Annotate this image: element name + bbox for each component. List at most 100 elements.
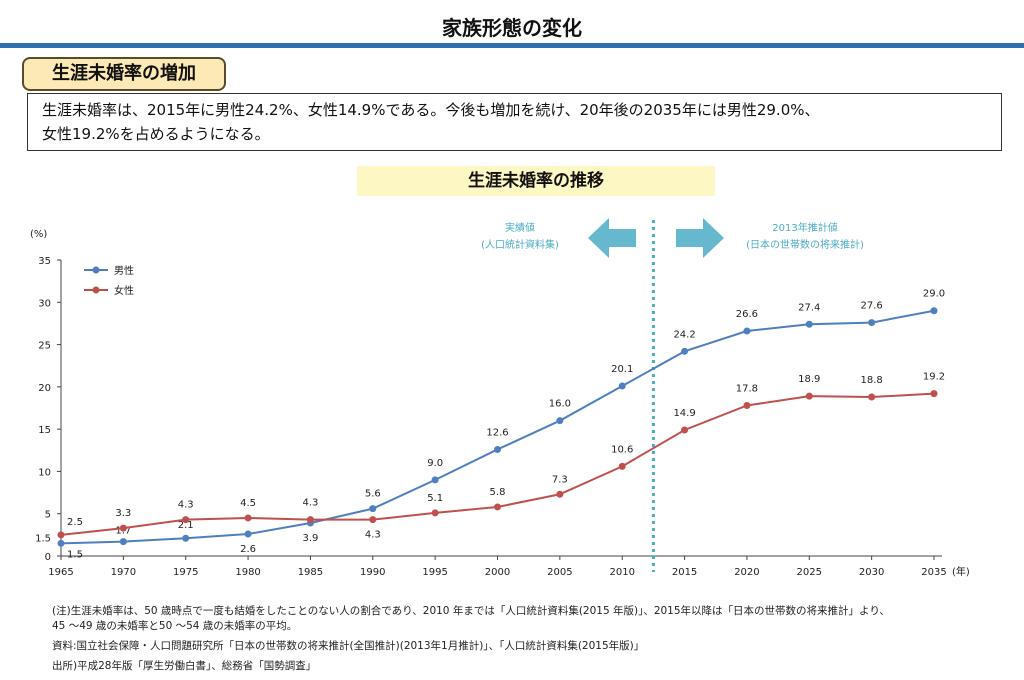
y-axis-label: (%): [30, 229, 47, 240]
data-label: 2.1: [178, 520, 194, 531]
data-point: [805, 392, 813, 400]
data-label: 9.0: [427, 458, 443, 469]
data-label: 4.5: [240, 498, 256, 509]
data-point: [369, 505, 377, 513]
data-label: 1.5: [67, 549, 83, 560]
x-tick-label: 1970: [111, 567, 136, 578]
x-axis-label: (年): [952, 565, 970, 578]
y-tick-label: 15: [38, 425, 51, 436]
data-label: 27.4: [798, 302, 820, 313]
data-label: 4.3: [302, 498, 318, 509]
data-point: [244, 530, 252, 538]
x-tick-label: 2015: [672, 567, 697, 578]
data-point: [431, 509, 439, 517]
legend-marker: [92, 266, 100, 274]
legend-label: 男性: [114, 264, 134, 277]
data-label: 18.9: [798, 374, 820, 385]
data-point: [306, 516, 314, 524]
title-rule: [0, 43, 1024, 48]
x-tick-label: 1980: [235, 567, 260, 578]
data-point: [743, 327, 751, 335]
data-label: 14.9: [673, 408, 695, 419]
y-tick-label: 35: [38, 256, 51, 267]
y-tick-label: 25: [38, 341, 51, 352]
start-value-label: 1.5: [35, 533, 51, 544]
data-point: [868, 319, 876, 327]
data-label: 19.2: [923, 372, 945, 383]
chart-title: 生涯未婚率の推移: [357, 166, 715, 196]
data-label: 4.3: [365, 530, 381, 541]
section-label: 生涯未婚率の増加: [22, 57, 226, 91]
x-tick-label: 2000: [485, 567, 510, 578]
note-text: (注)生涯未婚率は、50 歳時点で一度も結婚をしたことのない人の割合であり、20…: [52, 605, 890, 617]
data-label: 20.1: [611, 364, 633, 375]
data-label: 5.8: [490, 487, 506, 498]
data-point: [618, 382, 626, 390]
x-tick-label: 1985: [298, 567, 323, 578]
y-tick-label: 0: [45, 552, 51, 563]
legend-marker: [92, 286, 100, 294]
data-point: [681, 347, 689, 355]
data-point: [119, 538, 127, 546]
data-label: 12.6: [486, 427, 508, 438]
data-label: 29.0: [923, 289, 945, 300]
data-point: [805, 320, 813, 328]
series-line-female: [60, 392, 935, 536]
x-tick-label: 1975: [173, 567, 198, 578]
data-point: [119, 524, 127, 532]
projected-label: 2013年推計値: [772, 221, 837, 234]
legend-label: 女性: [114, 284, 134, 297]
x-tick-label: 2010: [609, 567, 634, 578]
data-point: [618, 462, 626, 470]
y-tick-label: 30: [38, 298, 51, 309]
right-arrow-icon: [676, 218, 724, 258]
data-label: 16.0: [549, 399, 571, 410]
data-label: 5.6: [365, 489, 381, 500]
footnotes: (注)生涯未婚率は、50 歳時点で一度も結婚をしたことのない人の割合であり、20…: [52, 604, 1002, 674]
data-label: 27.6: [861, 301, 883, 312]
data-point: [494, 445, 501, 453]
data-point: [431, 476, 439, 484]
page-title: 家族形態の変化: [442, 16, 582, 40]
y-tick-label: 5: [45, 510, 51, 521]
x-tick-label: 2005: [547, 567, 572, 578]
data-label: 18.8: [861, 375, 883, 386]
data-point: [556, 417, 564, 425]
data-point: [930, 307, 938, 315]
data-point: [369, 516, 377, 524]
x-tick-label: 1995: [422, 567, 447, 578]
summary-line-2: 女性19.2%を占めるようになる。: [42, 125, 270, 143]
data-label: 2.5: [67, 517, 83, 528]
data-label: 26.6: [736, 309, 758, 320]
actual-source-label: (人口統計資料集): [481, 238, 559, 251]
y-tick-label: 20: [38, 383, 51, 394]
data-label: 5.1: [427, 493, 443, 504]
origin-text: 出所)平成28年版「厚生労働白書」、総務省「国勢調査」: [52, 660, 317, 672]
x-tick-label: 2025: [797, 567, 822, 578]
left-arrow-icon: [588, 218, 636, 258]
x-tick-label: 1965: [48, 567, 73, 578]
data-label: 24.2: [673, 329, 695, 340]
source-text: 資料:国立社会保障・人口問題研究所「日本の世帯数の将来推計(全国推計)(2013…: [52, 640, 645, 652]
x-tick-label: 2035: [921, 567, 946, 578]
y-tick-label: 10: [38, 467, 51, 478]
data-label: 7.3: [552, 474, 568, 485]
summary-line-1: 生涯未婚率は、2015年に男性24.2%、女性14.9%である。今後も増加を続け…: [42, 101, 820, 119]
data-point: [244, 514, 252, 522]
data-point: [57, 531, 65, 539]
x-tick-label: 1990: [360, 567, 385, 578]
data-label: 2.6: [240, 544, 256, 555]
data-label: 17.8: [736, 383, 758, 394]
data-point: [556, 490, 564, 498]
data-point: [930, 390, 938, 398]
data-point: [182, 516, 190, 524]
data-point: [57, 539, 65, 547]
data-point: [182, 534, 190, 542]
note-text-2: 45 ～49 歳の未婚率と50 ～54 歳の未婚率の平均。: [52, 620, 298, 632]
data-point: [681, 426, 689, 434]
x-tick-label: 2030: [859, 567, 884, 578]
x-tick-label: 2020: [734, 567, 759, 578]
data-point: [494, 503, 501, 511]
summary-box: 生涯未婚率は、2015年に男性24.2%、女性14.9%である。今後も増加を続け…: [27, 93, 1002, 151]
